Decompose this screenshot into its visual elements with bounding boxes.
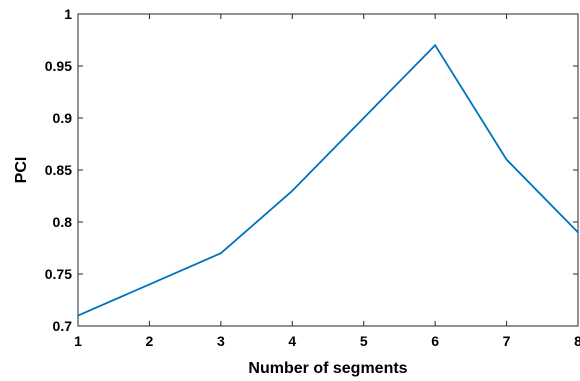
plot-box bbox=[77, 13, 579, 327]
data-point bbox=[505, 158, 508, 161]
x-tick-label: 3 bbox=[217, 333, 225, 349]
x-tick-label: 8 bbox=[574, 333, 580, 349]
data-point bbox=[219, 252, 222, 255]
x-tick-label: 4 bbox=[288, 333, 296, 349]
data-point bbox=[577, 231, 579, 234]
x-tick-label: 1 bbox=[74, 333, 82, 349]
y-tick-label: 0.9 bbox=[53, 110, 73, 126]
x-tick-label: 2 bbox=[146, 333, 154, 349]
x-tick-label: 5 bbox=[360, 333, 368, 349]
x-axis-title: Number of segments bbox=[248, 360, 407, 377]
y-axis-ticks: 0.7 0.75 0.8 0.85 0.9 0.95 1 bbox=[45, 6, 578, 334]
y-tick-label: 1 bbox=[64, 6, 72, 22]
y-tick-label: 0.7 bbox=[53, 318, 73, 334]
plot-frame bbox=[77, 13, 579, 327]
y-tick-label: 0.75 bbox=[45, 266, 72, 282]
series-layer bbox=[77, 44, 579, 317]
x-tick-label: 6 bbox=[431, 333, 439, 349]
data-point bbox=[434, 44, 437, 47]
y-axis-title: PCI bbox=[13, 157, 30, 184]
x-axis-ticks: 1 2 3 4 5 6 7 8 bbox=[74, 14, 580, 349]
y-tick-label: 0.8 bbox=[53, 214, 73, 230]
y-tick-label: 0.85 bbox=[45, 162, 72, 178]
x-tick-label: 7 bbox=[503, 333, 511, 349]
data-point bbox=[148, 283, 151, 286]
y-tick-label: 0.95 bbox=[45, 58, 72, 74]
data-point bbox=[77, 314, 79, 317]
data-point bbox=[291, 189, 294, 192]
data-point bbox=[362, 117, 365, 119]
series-line bbox=[77, 44, 579, 317]
